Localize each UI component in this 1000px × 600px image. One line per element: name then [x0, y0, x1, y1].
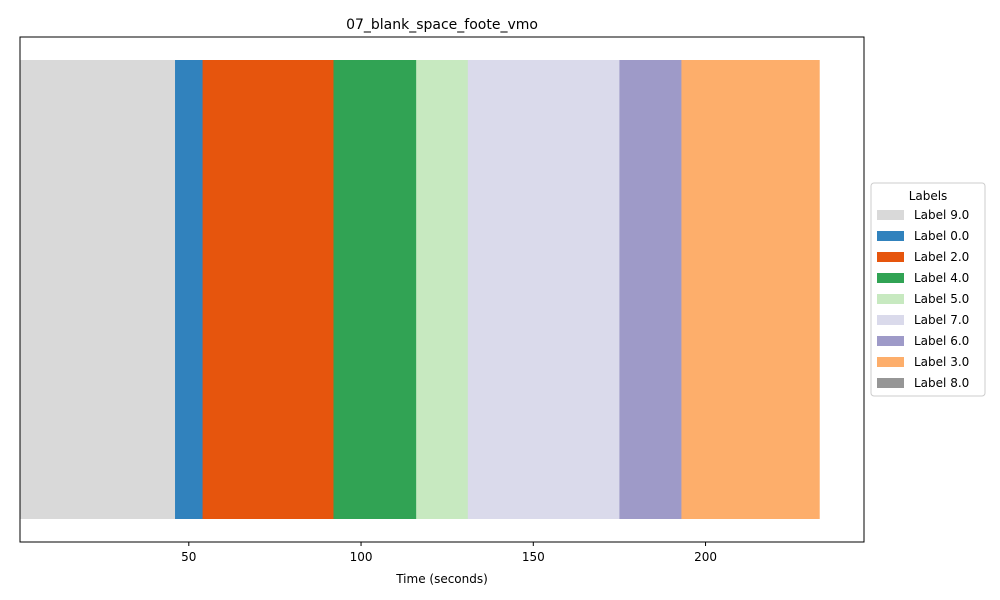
legend-swatch [877, 294, 904, 304]
legend-label: Label 4.0 [914, 271, 969, 285]
legend-label: Label 9.0 [914, 208, 969, 222]
x-tick-label: 100 [350, 550, 373, 564]
legend-swatch [877, 378, 904, 388]
legend-label: Label 8.0 [914, 376, 969, 390]
legend-swatch [877, 210, 904, 220]
chart-title: 07_blank_space_foote_vmo [346, 17, 538, 33]
legend-title: Labels [909, 189, 948, 203]
x-axis-label: Time (seconds) [395, 572, 488, 586]
plot-frame [19, 36, 865, 543]
x-tick-label: 50 [181, 550, 196, 564]
segment-label-5-0 [416, 60, 469, 519]
segment-label-9-0 [20, 60, 176, 519]
legend-swatch [877, 252, 904, 262]
segments-group [20, 60, 820, 519]
legend-swatch [877, 357, 904, 367]
legend-swatch [877, 336, 904, 346]
segment-label-3-0 [681, 60, 820, 519]
segment-label-4-0 [333, 60, 417, 519]
legend-swatch [877, 315, 904, 325]
legend-label: Label 3.0 [914, 355, 969, 369]
legend-label: Label 2.0 [914, 250, 969, 264]
legend-swatch [877, 273, 904, 283]
x-tick-label: 200 [694, 550, 717, 564]
legend-swatch [877, 231, 904, 241]
segment-label-0-0 [175, 60, 204, 519]
x-tick-label: 150 [522, 550, 545, 564]
segment-label-2-0 [202, 60, 334, 519]
x-axis-ticks: 50 100 150 200 [181, 542, 717, 564]
legend-label: Label 5.0 [914, 292, 969, 306]
segment-label-7-0 [467, 60, 620, 519]
segment-label-6-0 [619, 60, 682, 519]
legend-label: Label 0.0 [914, 229, 969, 243]
legend-label: Label 7.0 [914, 313, 969, 327]
legend-items: Label 9.0 Label 0.0 Label 2.0 Label 4.0 Labe… [877, 208, 969, 390]
legend-label: Label 6.0 [914, 334, 969, 348]
